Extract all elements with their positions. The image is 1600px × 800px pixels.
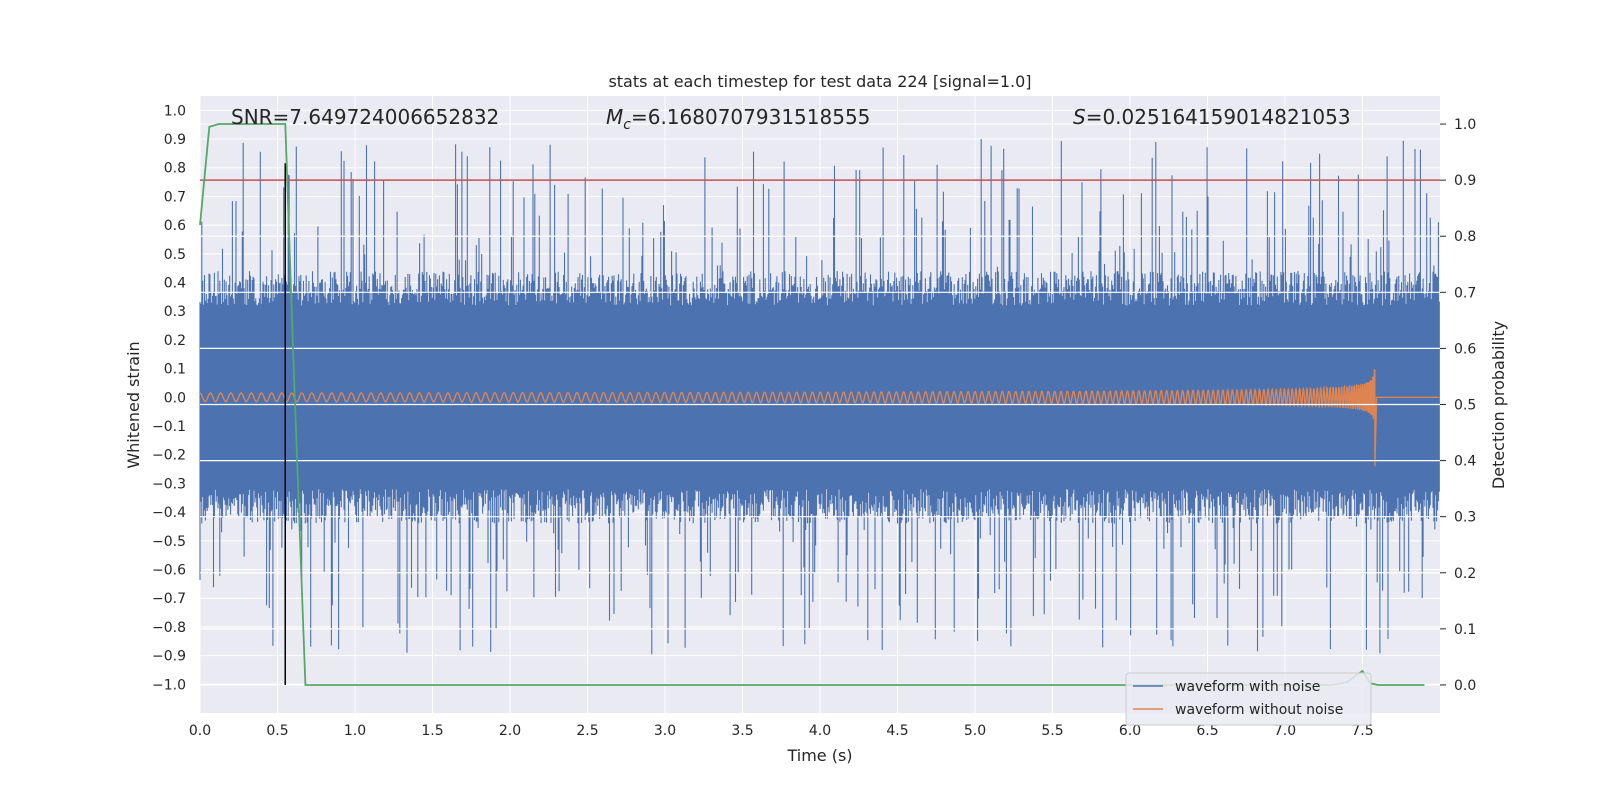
snr-annotation: SNR=7.649724006652832 bbox=[231, 105, 499, 129]
legend-label-clean: waveform without noise bbox=[1175, 702, 1343, 718]
y-tick-label: −1.0 bbox=[152, 677, 186, 693]
chirp-trace bbox=[199, 369, 1440, 467]
series-waveform-with-noise bbox=[199, 139, 1440, 655]
legend: waveform with noise waveform without noi… bbox=[1125, 672, 1372, 726]
x-tick-label: 0.0 bbox=[189, 723, 211, 739]
y-tick-label: 0.5 bbox=[164, 247, 186, 263]
y-tick-label: −0.1 bbox=[152, 419, 186, 435]
y-tick-label: −0.4 bbox=[152, 505, 186, 521]
x-tick-label: 3.0 bbox=[654, 723, 676, 739]
y-tick-label: 0.3 bbox=[164, 304, 186, 320]
y-tick-label: −0.3 bbox=[152, 476, 186, 492]
y-tick-label: 0.8 bbox=[164, 161, 186, 177]
y-tick-label: −0.8 bbox=[152, 620, 186, 636]
y-tick-label: 0.6 bbox=[164, 218, 186, 234]
y-tick-label: −0.7 bbox=[152, 591, 186, 607]
y-right-tick-label: 0.8 bbox=[1454, 229, 1476, 245]
x-tick-label: 1.5 bbox=[421, 723, 443, 739]
y-tick-label: −0.9 bbox=[152, 649, 186, 665]
legend-box bbox=[1125, 672, 1372, 726]
legend-label-noise: waveform with noise bbox=[1175, 679, 1320, 695]
chirp-mass-annotation: Mc=6.1680707931518555 bbox=[606, 105, 870, 133]
y-tick-label: 0.1 bbox=[164, 362, 186, 378]
x-axis-ticks: 0.0 0.5 1.0 1.5 2.0 2.5 3.0 3.5 4.0 4.5 5.0 5.5 6.0 6… bbox=[189, 723, 1374, 739]
x-tick-label: 3.5 bbox=[731, 723, 753, 739]
x-tick-label: 4.0 bbox=[809, 723, 831, 739]
y-right-tick-label: 0.3 bbox=[1454, 510, 1476, 526]
y-right-tick-label: 0.4 bbox=[1454, 454, 1476, 470]
x-tick-label: 2.5 bbox=[576, 723, 598, 739]
y-tick-label: 0.9 bbox=[164, 132, 186, 148]
y-right-tick-label: 0.9 bbox=[1454, 173, 1476, 189]
s-value: =0.025164159014821053 bbox=[1086, 105, 1351, 129]
chirp-mass-symbol: M bbox=[606, 105, 623, 129]
y-right-tick-label: 0.1 bbox=[1454, 622, 1476, 638]
y-axis-label: Whitened strain bbox=[124, 341, 143, 468]
s-symbol: S bbox=[1073, 105, 1086, 129]
chirp-mass-subscript: c bbox=[623, 117, 631, 133]
chirp-mass-value: =6.1680707931518555 bbox=[631, 105, 870, 129]
noise-trace bbox=[199, 139, 1440, 655]
y-right-axis-ticks: 1.0 0.9 0.8 0.7 0.6 0.5 0.4 0.3 0.2 0.1 0.0 bbox=[1440, 117, 1476, 694]
x-tick-label: 1.0 bbox=[344, 723, 366, 739]
series-waveform-without-noise bbox=[199, 369, 1440, 467]
y-right-tick-label: 0.0 bbox=[1454, 678, 1476, 694]
x-axis-label: Time (s) bbox=[786, 746, 852, 765]
y-right-tick-label: 0.7 bbox=[1454, 285, 1476, 301]
x-tick-label: 4.5 bbox=[886, 723, 908, 739]
x-tick-label: 5.5 bbox=[1041, 723, 1063, 739]
y-tick-label: −0.2 bbox=[152, 448, 186, 464]
s-annotation: S=0.025164159014821053 bbox=[1073, 105, 1351, 129]
y-right-tick-label: 0.6 bbox=[1454, 341, 1476, 357]
y-tick-label: 0.7 bbox=[164, 189, 186, 205]
x-tick-label: 2.0 bbox=[499, 723, 521, 739]
x-tick-label: 6.5 bbox=[1196, 723, 1218, 739]
y-tick-label: 0.0 bbox=[164, 390, 186, 406]
y-tick-label: 0.4 bbox=[164, 276, 186, 292]
x-tick-label: 5.0 bbox=[964, 723, 986, 739]
y-right-tick-label: 0.5 bbox=[1454, 398, 1476, 414]
y-right-tick-label: 0.2 bbox=[1454, 566, 1476, 582]
y-axis-ticks: 1.0 0.9 0.8 0.7 0.6 0.5 0.4 0.3 0.2 0.1 0.0 −0.1 −0.… bbox=[152, 103, 186, 693]
y-tick-label: −0.6 bbox=[152, 563, 186, 579]
y-tick-label: 1.0 bbox=[164, 103, 186, 119]
y-right-axis-label: Detection probability bbox=[1489, 321, 1508, 489]
x-tick-label: 0.5 bbox=[266, 723, 288, 739]
chart-title: stats at each timestep for test data 224… bbox=[608, 72, 1031, 91]
x-tick-label: 7.5 bbox=[1351, 723, 1373, 739]
y-tick-label: −0.5 bbox=[152, 534, 186, 550]
y-tick-label: 0.2 bbox=[164, 333, 186, 349]
x-tick-label: 6.0 bbox=[1119, 723, 1141, 739]
x-tick-label: 7.0 bbox=[1274, 723, 1296, 739]
y-right-tick-label: 1.0 bbox=[1454, 117, 1476, 133]
